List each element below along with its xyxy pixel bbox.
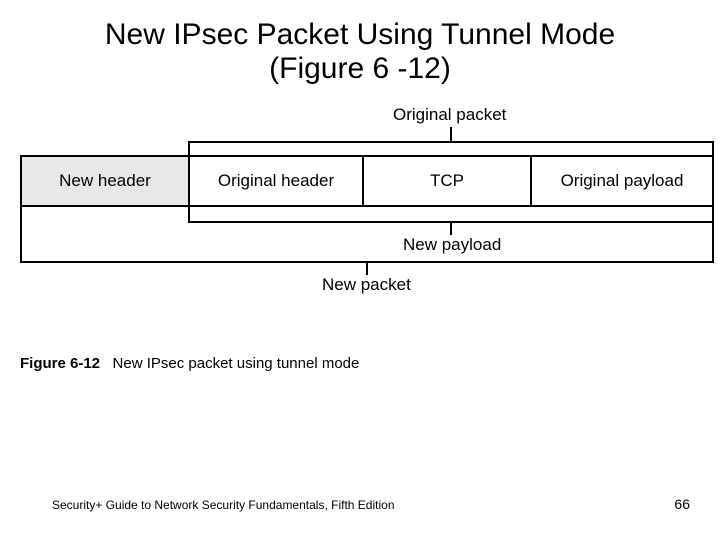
segment-original-header: Original header (188, 155, 362, 207)
bracket-label-new-payload: New payload (403, 235, 501, 255)
footer-page-number: 66 (674, 496, 690, 512)
bracket-tick-right (712, 141, 714, 155)
title-line-2: (Figure 6 -12) (0, 52, 720, 86)
bracket-tick-left (188, 207, 190, 221)
bracket-label-new-packet: New packet (322, 275, 411, 295)
bracket-stem (450, 127, 452, 141)
bracket-tick-left (188, 141, 190, 155)
bracket-stem (366, 261, 368, 275)
figure-number: Figure 6-12 (20, 355, 100, 372)
slide: New IPsec Packet Using Tunnel Mode (Figu… (0, 0, 720, 540)
figure-caption: Figure 6-12 New IPsec packet using tunne… (20, 355, 359, 372)
figure-caption-text: New IPsec packet using tunnel mode (113, 355, 360, 372)
footer-source: Security+ Guide to Network Security Fund… (52, 498, 395, 512)
segment-original-payload: Original payload (530, 155, 714, 207)
bracket-tick-left (20, 207, 22, 261)
packet-diagram: Original packet New header Original head… (20, 155, 714, 207)
bracket-label-original-packet: Original packet (393, 105, 506, 125)
title-line-1: New IPsec Packet Using Tunnel Mode (0, 18, 720, 52)
bracket-stem (450, 221, 452, 235)
segment-tcp: TCP (362, 155, 530, 207)
bracket-tick-right (712, 207, 714, 261)
bracket-horizontal (188, 141, 714, 143)
packet-row: New header Original header TCP Original … (20, 155, 714, 207)
slide-title: New IPsec Packet Using Tunnel Mode (Figu… (0, 18, 720, 86)
segment-new-header: New header (20, 155, 188, 207)
